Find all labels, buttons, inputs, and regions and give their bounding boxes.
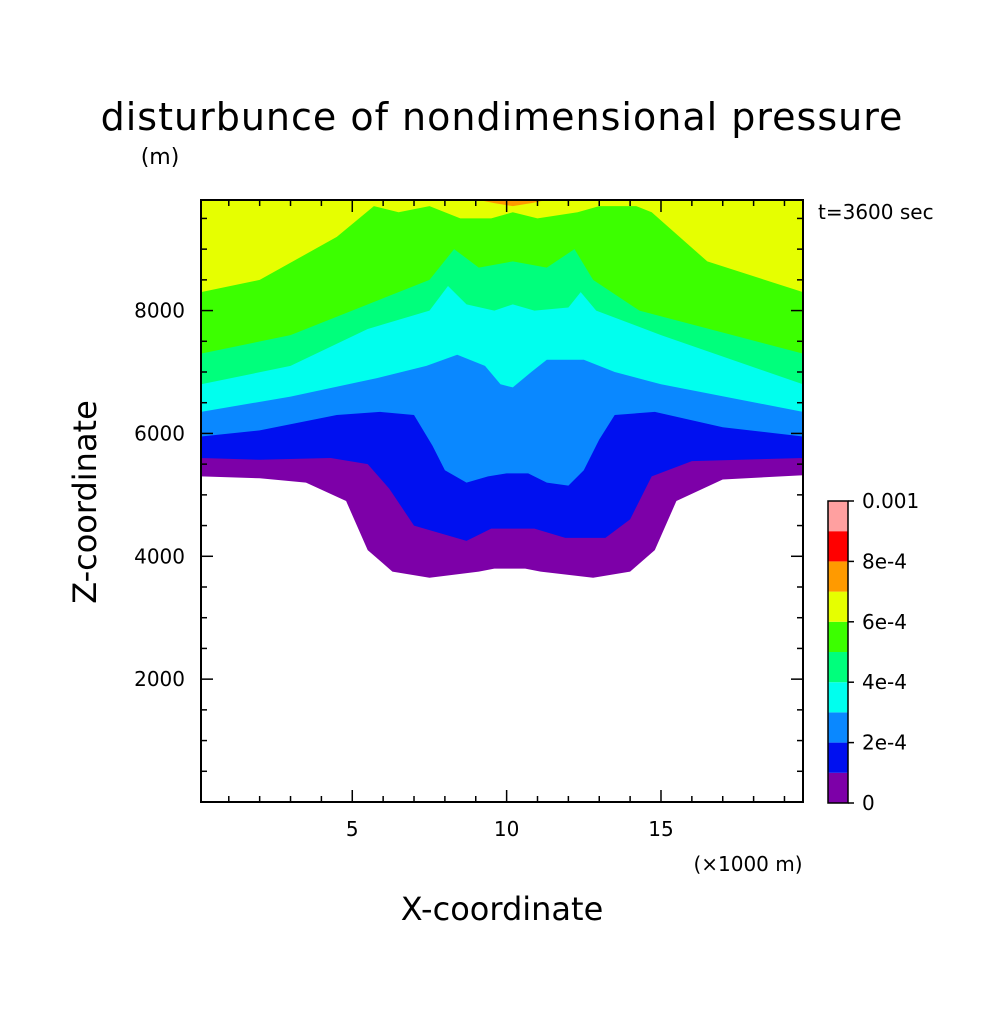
colorbar-swatch xyxy=(828,652,848,683)
y-tick-label: 6000 xyxy=(134,421,185,445)
x-tick-label: 5 xyxy=(346,817,359,841)
axes: 5 10 15 2000 4000 6000 8000 xyxy=(134,199,804,841)
x-axis-label: X-coordinate xyxy=(401,890,604,928)
colorbar-label: 2e-4 xyxy=(862,731,907,755)
y-tick-label: 8000 xyxy=(134,299,185,323)
colorbar-swatch xyxy=(828,561,848,592)
plot-area xyxy=(201,200,803,802)
x-unit-label: (×1000 m) xyxy=(693,852,802,876)
colorbar-swatch xyxy=(828,591,848,622)
colorbar: 0 2e-4 4e-4 6e-4 8e-4 0.001 xyxy=(827,489,919,815)
contour-region-level-5 xyxy=(201,200,803,354)
colorbar-swatch xyxy=(828,772,848,803)
colorbar-label: 0 xyxy=(862,791,875,815)
colorbar-swatch xyxy=(828,682,848,713)
chart-title: disturbunce of nondimensional pressure xyxy=(101,95,904,139)
x-tick-label: 15 xyxy=(648,817,673,841)
x-tick-label: 10 xyxy=(494,817,519,841)
colorbar-label: 4e-4 xyxy=(862,670,907,694)
colorbar-swatch xyxy=(828,531,848,562)
y-tick-label: 4000 xyxy=(134,544,185,568)
contour-region-level-7 xyxy=(478,200,547,207)
plot-frame xyxy=(200,199,804,803)
contour-region-level-6 xyxy=(201,200,803,293)
y-axis-label: Z-coordinate xyxy=(66,400,104,604)
colorbar-label: 8e-4 xyxy=(862,549,907,573)
y-tick-label: 2000 xyxy=(134,667,185,691)
colorbar-label: 6e-4 xyxy=(862,610,907,634)
colorbar-swatch xyxy=(828,742,848,773)
colorbar-swatch xyxy=(828,501,848,532)
colorbar-swatch xyxy=(828,712,848,743)
y-unit-label: (m) xyxy=(141,145,180,170)
time-label: t=3600 sec xyxy=(818,200,934,224)
colorbar-label: 0.001 xyxy=(862,489,919,513)
colorbar-frame xyxy=(827,500,849,804)
colorbar-swatch xyxy=(828,621,848,652)
